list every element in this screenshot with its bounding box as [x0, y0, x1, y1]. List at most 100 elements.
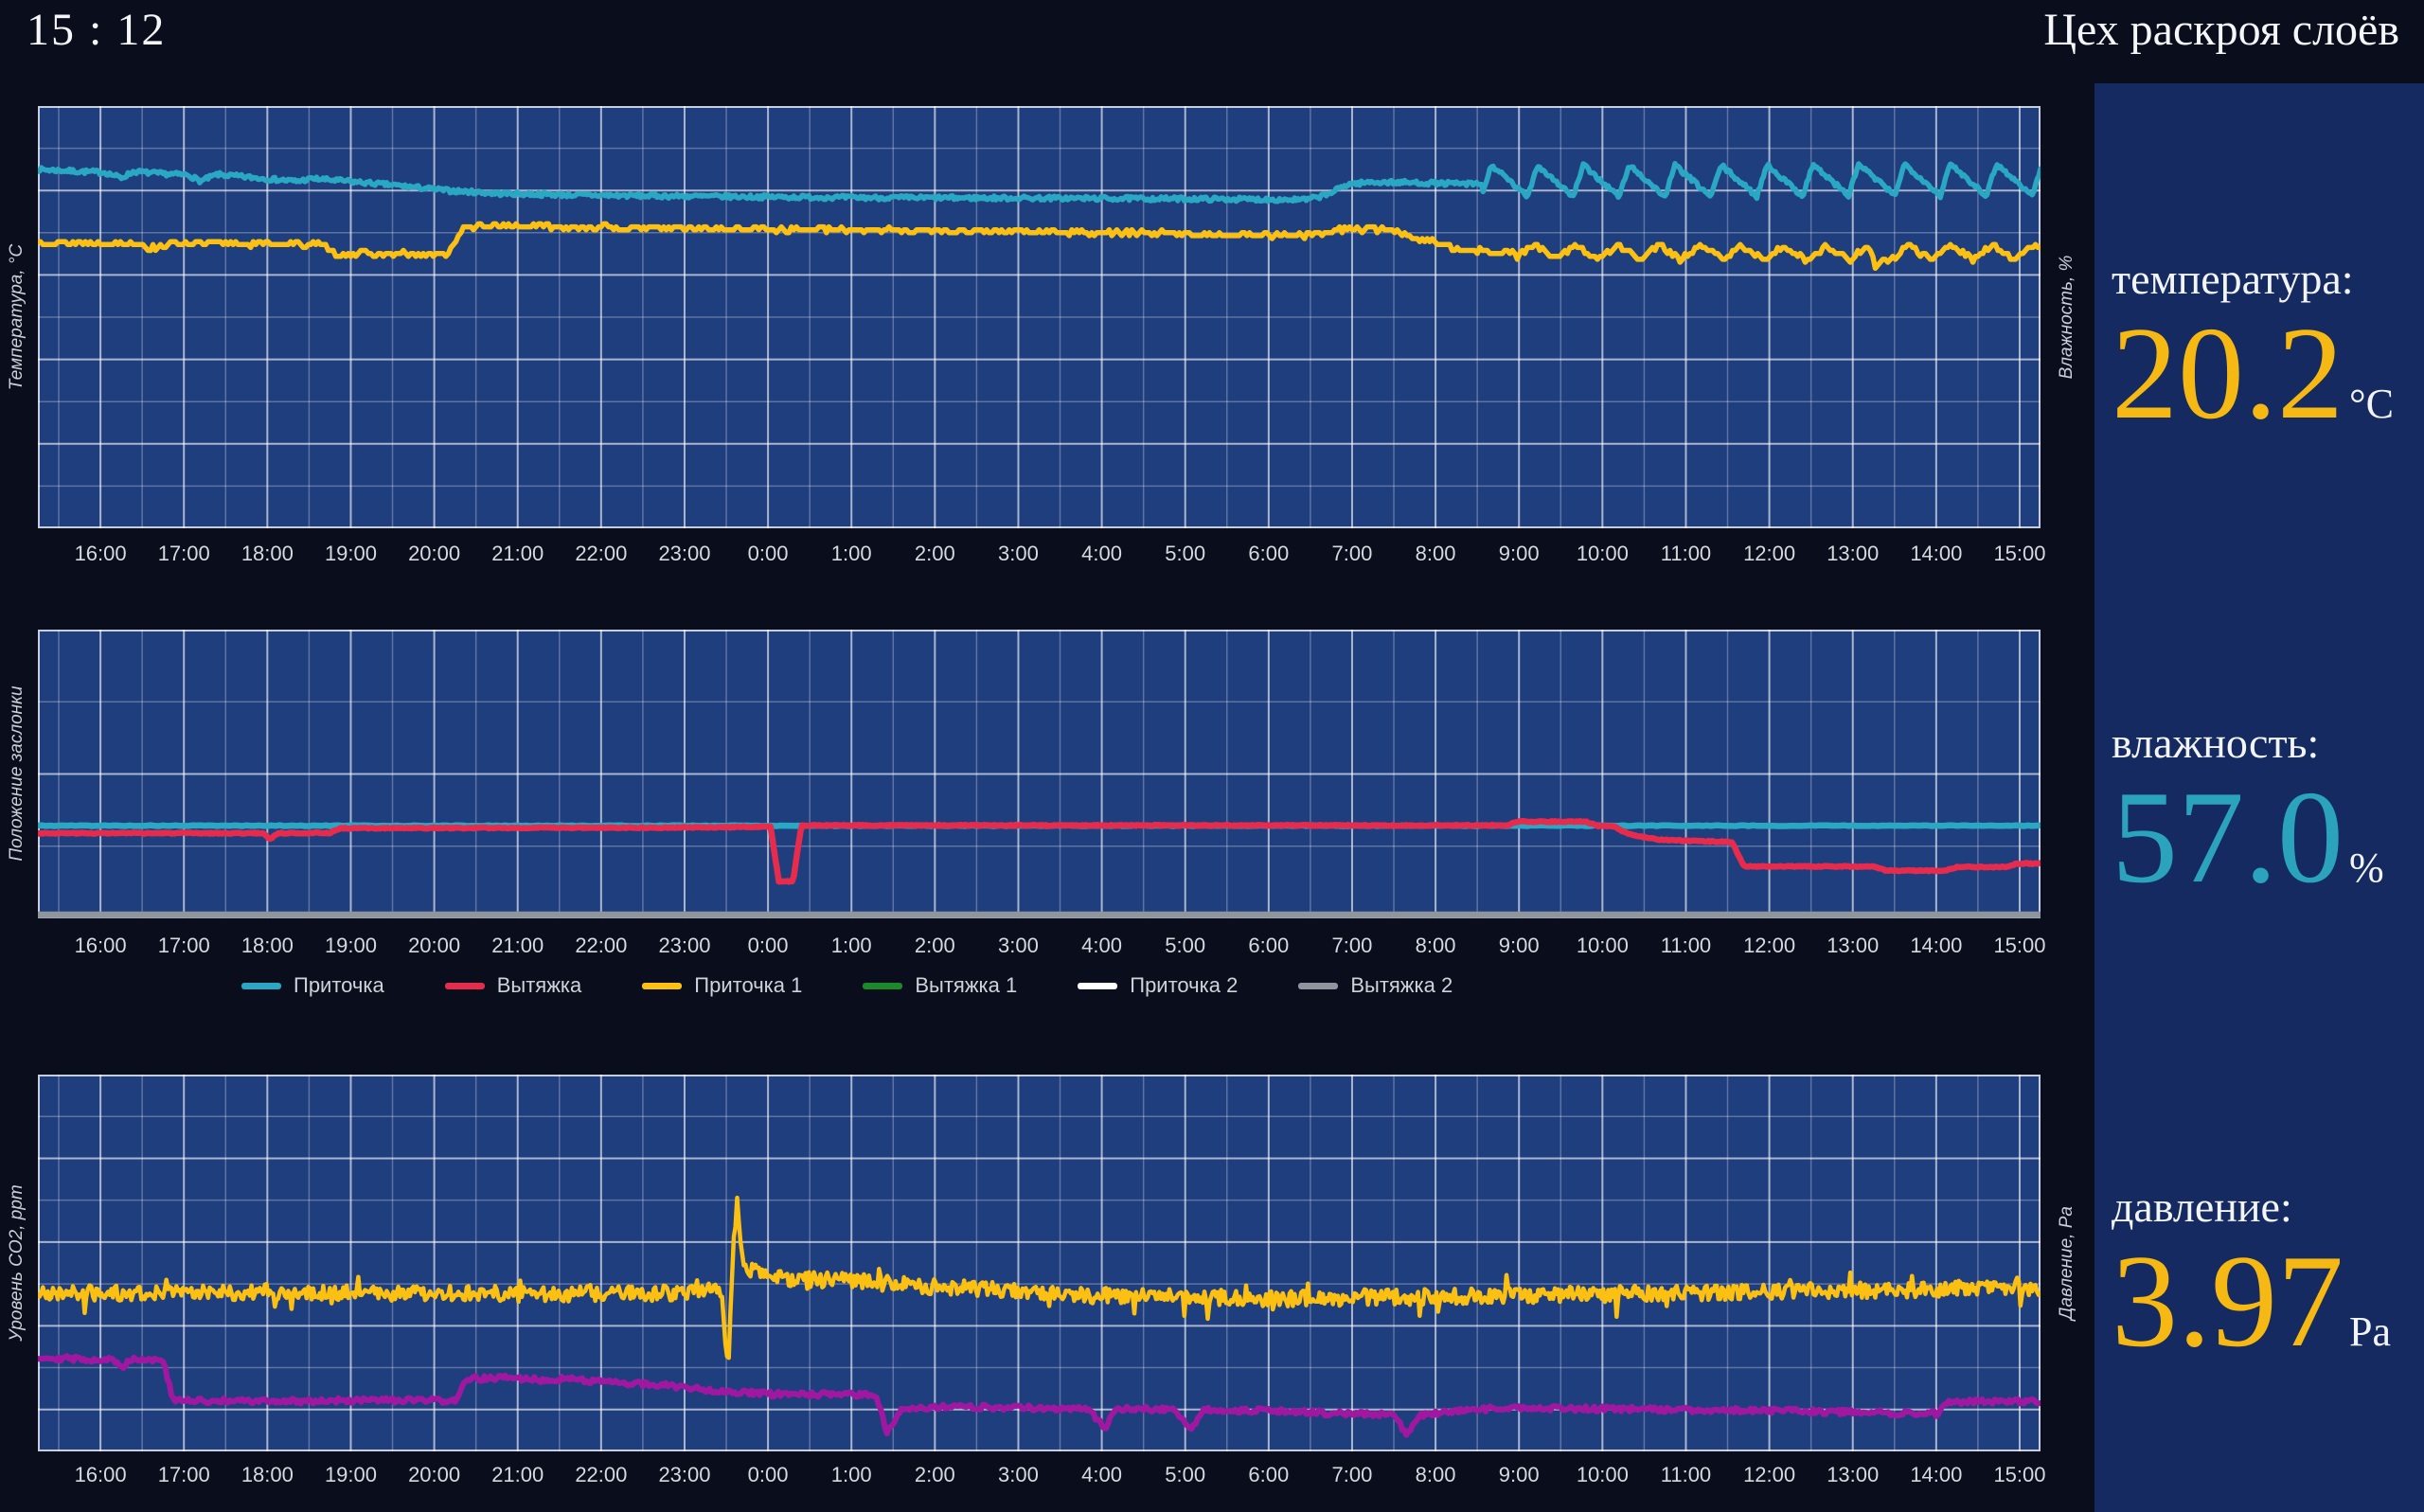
metric-pressure-value: 3.97	[2112, 1228, 2344, 1375]
damper-position-chart	[38, 630, 2041, 918]
metrics-sidebar: температура: 20.2 °C влажность: 57.0% дав…	[2094, 83, 2424, 1512]
time-tick: 6:00	[1248, 934, 1290, 957]
legend-item[interactable]: Приточка	[241, 973, 384, 998]
metric-humidity: влажность: 57.0%	[2112, 718, 2418, 904]
time-tick: 5:00	[1165, 934, 1206, 957]
time-axis-ticks-chart1: 16:00 17:00 18:00 19:00 20:00 21:00 22:00 23:00…	[38, 542, 2046, 568]
time-tick: 18:00	[241, 542, 294, 565]
metric-temperature: температура: 20.2 °C	[2112, 254, 2418, 440]
legend-color-bar	[1298, 982, 1339, 989]
time-tick: 4:00	[1081, 934, 1122, 957]
legend-item[interactable]: Вытяжка 1	[863, 973, 1017, 998]
time-tick: 22:00	[575, 542, 628, 565]
time-tick: 9:00	[1498, 542, 1540, 565]
time-tick: 14:00	[1910, 934, 1963, 957]
time-tick: 3:00	[998, 934, 1039, 957]
time-tick: 22:00	[575, 1463, 628, 1486]
page-title: Цех раскроя слоёв	[2043, 5, 2399, 55]
time-tick: 10:00	[1576, 1463, 1629, 1486]
time-tick: 12:00	[1743, 1463, 1796, 1486]
time-tick: 15:00	[1993, 542, 2046, 565]
time-tick: 16:00	[74, 934, 127, 957]
time-tick: 4:00	[1081, 1463, 1122, 1486]
time-tick: 7:00	[1331, 1463, 1373, 1486]
time-tick: 0:00	[747, 934, 789, 957]
time-axis-ticks-chart3: 16:00 17:00 18:00 19:00 20:00 21:00 22:00 23:00…	[38, 1463, 2046, 1489]
legend-color-bar	[1078, 982, 1118, 989]
time-tick: 1:00	[830, 934, 872, 957]
metric-temperature-value: 20.2	[2112, 300, 2344, 447]
time-tick: 7:00	[1331, 542, 1373, 565]
time-tick: 23:00	[658, 934, 711, 957]
time-tick: 19:00	[324, 542, 377, 565]
time-tick: 4:00	[1081, 542, 1122, 565]
temperature-humidity-chart	[38, 106, 2041, 528]
time-tick: 23:00	[658, 542, 711, 565]
legend-label: Вытяжка 1	[915, 973, 1018, 997]
time-tick: 0:00	[747, 1463, 789, 1486]
time-tick: 17:00	[157, 542, 210, 565]
time-tick: 15:00	[1993, 934, 2046, 957]
metric-pressure-label: давление:	[2112, 1183, 2292, 1231]
legend-item[interactable]: Приточка 1	[642, 973, 802, 998]
time-tick: 6:00	[1248, 542, 1290, 565]
time-tick: 2:00	[914, 542, 955, 565]
time-tick: 17:00	[157, 934, 210, 957]
time-tick: 8:00	[1415, 1463, 1456, 1486]
time-tick: 19:00	[324, 1463, 377, 1486]
time-tick: 8:00	[1415, 934, 1456, 957]
time-tick: 13:00	[1827, 934, 1880, 957]
time-axis-ticks-chart2: 16:00 17:00 18:00 19:00 20:00 21:00 22:00 23:00…	[38, 934, 2046, 960]
time-tick: 0:00	[747, 542, 789, 565]
legend-label: Вытяжка	[496, 973, 582, 997]
metric-humidity-unit: %	[2349, 845, 2384, 891]
time-tick: 12:00	[1743, 934, 1796, 957]
time-tick: 21:00	[491, 542, 544, 565]
time-tick: 18:00	[241, 1463, 294, 1486]
time-tick: 18:00	[241, 934, 294, 957]
metric-pressure-unit: Pa	[2349, 1308, 2391, 1355]
metric-temperature-label: температура:	[2112, 255, 2354, 303]
time-tick: 14:00	[1910, 542, 1963, 565]
time-tick: 12:00	[1743, 542, 1796, 565]
time-tick: 21:00	[491, 1463, 544, 1486]
legend-color-bar	[241, 982, 281, 989]
time-tick: 1:00	[830, 1463, 872, 1486]
legend-color-bar	[863, 982, 903, 989]
time-tick: 6:00	[1248, 1463, 1290, 1486]
time-tick: 16:00	[74, 1463, 127, 1486]
time-tick: 20:00	[408, 934, 461, 957]
time-tick: 11:00	[1660, 934, 1712, 957]
time-tick: 1:00	[830, 542, 872, 565]
time-tick: 19:00	[324, 934, 377, 957]
time-tick: 10:00	[1576, 934, 1629, 957]
time-tick: 16:00	[74, 542, 127, 565]
axis-label-co2: Уровень CO2, ppm	[7, 1184, 27, 1342]
legend-label: Приточка	[294, 973, 384, 997]
legend-label: Вытяжка 2	[1350, 973, 1453, 997]
time-tick: 5:00	[1165, 542, 1206, 565]
legend-item[interactable]: Приточка 2	[1078, 973, 1238, 998]
time-tick: 3:00	[998, 1463, 1039, 1486]
time-tick: 9:00	[1498, 934, 1540, 957]
metric-humidity-value: 57.0	[2112, 764, 2344, 911]
time-tick: 11:00	[1660, 1463, 1712, 1486]
time-tick: 7:00	[1331, 934, 1373, 957]
legend-color-bar	[642, 982, 683, 989]
time-tick: 9:00	[1498, 1463, 1540, 1486]
time-tick: 11:00	[1660, 542, 1712, 565]
time-tick: 2:00	[914, 1463, 955, 1486]
legend-item[interactable]: Вытяжка 2	[1298, 973, 1453, 998]
time-tick: 20:00	[408, 1463, 461, 1486]
legend-label: Приточка 2	[1130, 973, 1239, 997]
axis-label-temperature: Температура, °C	[7, 243, 27, 391]
legend-color-bar	[444, 982, 485, 989]
axis-label-humidity: Влажность, %	[2057, 255, 2076, 380]
time-tick: 15:00	[1993, 1463, 2046, 1486]
time-tick: 5:00	[1165, 1463, 1206, 1486]
axis-label-damper-position: Положение заслонки	[7, 685, 27, 862]
metric-pressure: давление: 3.97 Pa	[2112, 1182, 2418, 1368]
time-tick: 23:00	[658, 1463, 711, 1486]
legend-item[interactable]: Вытяжка	[444, 973, 582, 998]
